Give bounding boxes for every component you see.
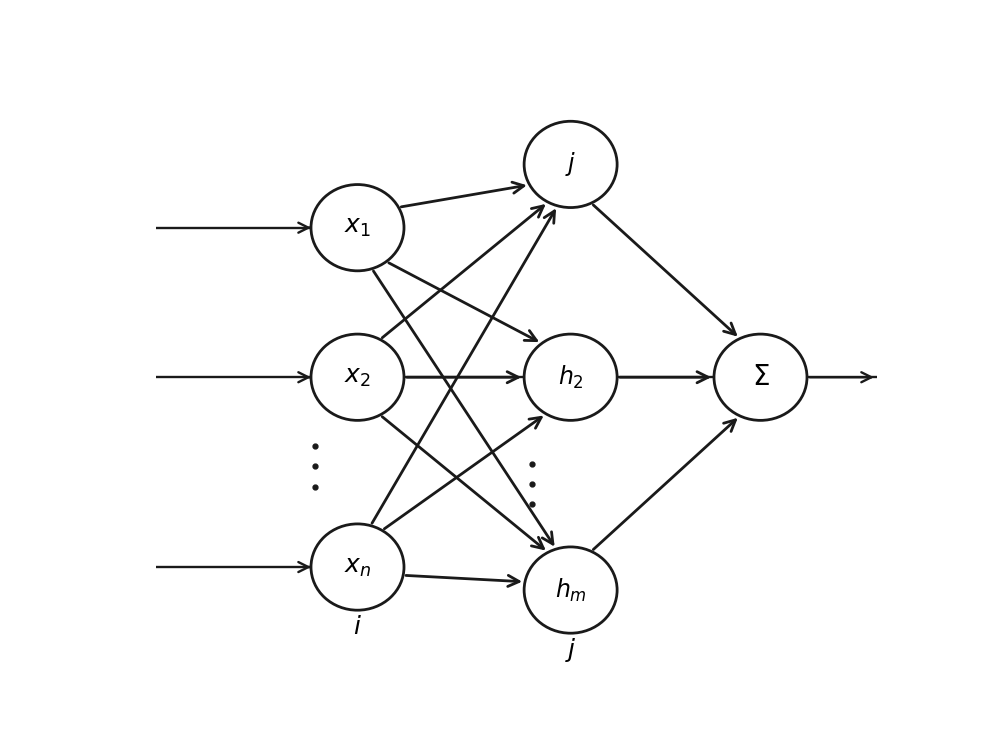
- Ellipse shape: [524, 121, 617, 208]
- Ellipse shape: [311, 185, 404, 271]
- Ellipse shape: [714, 334, 807, 421]
- Ellipse shape: [524, 547, 617, 633]
- Ellipse shape: [311, 334, 404, 421]
- Text: $x_1$: $x_1$: [344, 216, 371, 239]
- Text: $\Sigma$: $\Sigma$: [752, 364, 769, 391]
- Text: $x_2$: $x_2$: [344, 366, 371, 388]
- Text: $j$: $j$: [565, 150, 576, 179]
- Text: $j$: $j$: [565, 636, 576, 664]
- Text: $h_m$: $h_m$: [555, 577, 587, 604]
- Ellipse shape: [311, 524, 404, 610]
- Text: $h_2$: $h_2$: [558, 364, 584, 391]
- Text: $x_n$: $x_n$: [344, 556, 371, 578]
- Ellipse shape: [524, 334, 617, 421]
- Text: $i$: $i$: [353, 616, 362, 639]
